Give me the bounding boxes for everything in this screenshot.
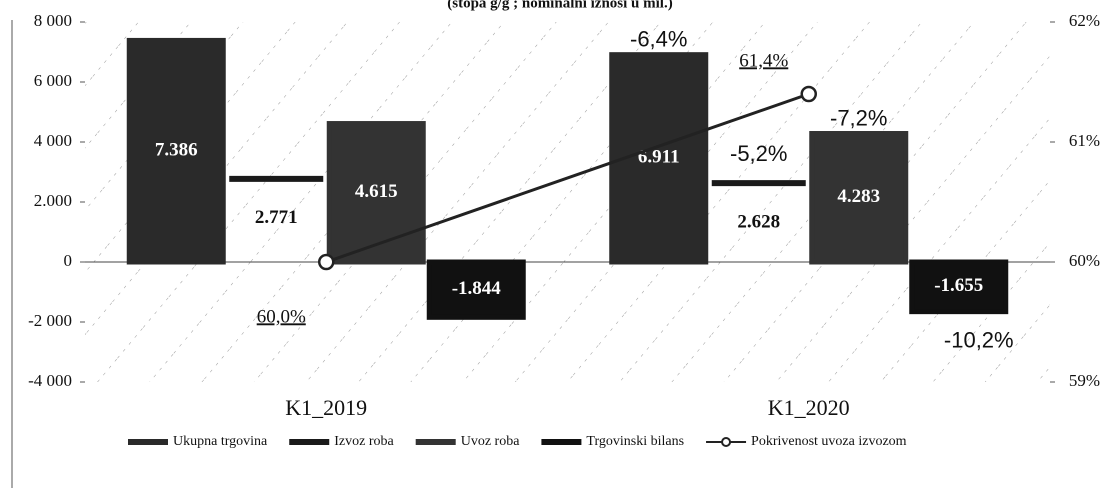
line-value-label: 61,4% [739,50,788,71]
line-marker [800,85,817,103]
value-label: 7.386 [155,140,198,161]
value-label: 4.283 [837,186,880,207]
bar [426,259,526,320]
y-tick-label: 8 000 [34,11,72,30]
y2-tick-label: 60% [1069,251,1100,270]
line [325,92,810,264]
annotation: -6,4% [630,26,687,51]
legend-label: Pokrivenost uvoza izvozom [751,434,907,449]
value-label: 6.911 [638,147,680,168]
line-marker [318,253,335,271]
legend-label: Trgovinski bilans [586,434,684,449]
y2-tick-label: 61% [1069,131,1100,150]
y2-tick-label: 59% [1069,371,1100,390]
value-label: -1.655 [934,275,983,296]
bar [909,259,1009,315]
legend-swatch [289,439,330,445]
y-tick-label: 6 000 [34,71,72,90]
annotation: -5,2% [730,141,787,166]
value-label: 2.771 [255,207,298,228]
annotation: -10,2% [944,327,1014,352]
value-label: 2.628 [737,212,780,233]
legend-label: Ukupna trgovina [173,434,268,449]
value-label: -1.844 [452,278,502,299]
y-tick-label: -4 000 [28,371,72,390]
bar [326,121,426,265]
x-tick-label: K1_2019 [285,395,367,420]
y-tick-label: 2.000 [34,191,72,210]
chart-title: (stopa g/g ; nominalni iznosi u mil.) [447,0,672,11]
legend-swatch [415,439,456,445]
bar [126,37,226,265]
bar [809,131,909,265]
legend-marker [721,437,732,447]
y2-tick-label: 62% [1069,11,1100,30]
x-tick-label: K1_2020 [768,395,850,420]
legend-swatch [128,439,168,445]
legend-swatch [541,439,582,445]
line-value-label: 60,0% [257,306,306,327]
annotation: -7,2% [830,105,887,130]
legend-label: Uvoz roba [461,434,520,449]
y-tick-label: 4 000 [34,131,72,150]
legend-label: Izvoz roba [334,434,394,449]
value-label: 4.615 [355,181,398,202]
y-tick-label: -2 000 [28,311,72,330]
y-tick-label: 0 [64,251,73,270]
